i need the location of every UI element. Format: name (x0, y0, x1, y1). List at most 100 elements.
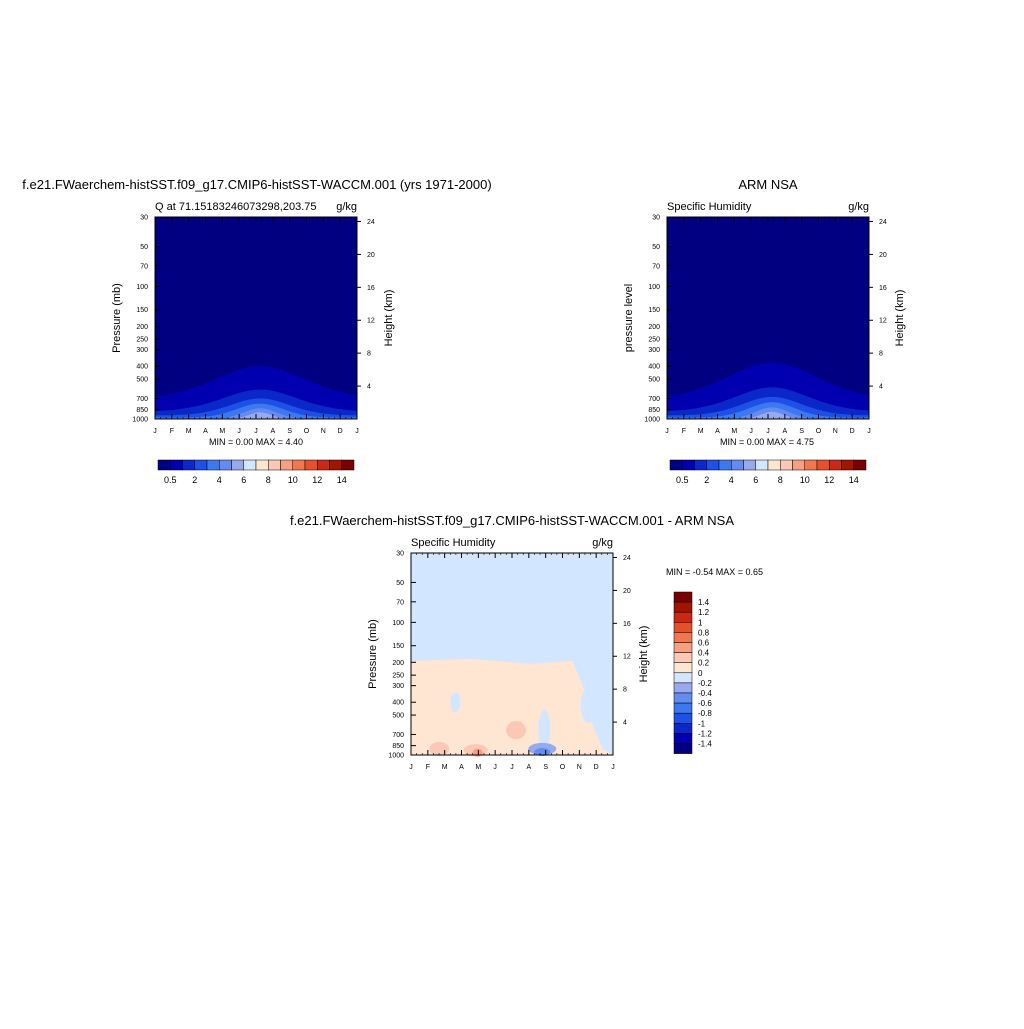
colorbar-label: 6 (241, 475, 246, 485)
y-tick-label: 250 (392, 673, 404, 680)
y-tick-label: 150 (648, 307, 660, 314)
colorbar-label: -1 (698, 719, 706, 728)
colorbar-cell (731, 459, 744, 471)
colorbar-label: 0.5 (164, 475, 177, 485)
y-tick-label: 70 (396, 599, 404, 606)
colorbar-cell (673, 672, 693, 684)
panel2-subtitle-right: g/kg (848, 201, 869, 213)
y-right-tick-label: 24 (879, 219, 887, 226)
y-tick-label: 850 (392, 743, 404, 750)
diff-patch (534, 748, 551, 757)
y-tick-label: 1000 (644, 417, 660, 424)
y-tick-label: 100 (392, 620, 404, 627)
colorbar-cell (673, 652, 693, 663)
colorbar-label: 0.8 (698, 628, 710, 637)
colorbar-cell (673, 712, 693, 724)
x-tick-label: J (510, 764, 514, 771)
colorbar-label: 8 (266, 475, 271, 485)
x-tick-label: A (526, 764, 531, 771)
x-tick-label: M (698, 428, 704, 435)
colorbar-label: -0.6 (698, 699, 712, 708)
panel3-ylabel: Pressure (mb) (367, 619, 379, 689)
panel1-ylabel: Pressure (mb) (111, 283, 123, 353)
y-tick-label: 500 (392, 713, 404, 720)
colorbar-cell (673, 743, 693, 754)
difference-panel: f.e21.FWaerchem-histSST.f09_g17.CMIP6-hi… (290, 513, 763, 771)
obs-q-panel: ARM NSA Specific Humidity g/kg pressure … (623, 177, 906, 485)
y-right-tick-label: 12 (879, 318, 887, 325)
colorbar-label: 2 (704, 475, 709, 485)
colorbar-cell (706, 459, 720, 471)
colorbar-cell (673, 601, 693, 613)
x-tick-label: M (219, 428, 225, 435)
x-tick-label: S (543, 764, 548, 771)
y-tick-label: 250 (648, 337, 660, 344)
y-right-tick-label: 4 (623, 720, 627, 727)
panel2-ylabel-right: Height (km) (894, 290, 906, 347)
x-tick-label: M (731, 428, 737, 435)
y-tick-label: 50 (140, 244, 148, 251)
x-tick-label: A (203, 428, 208, 435)
y-tick-label: 1000 (132, 417, 148, 424)
colorbar-cell (673, 611, 693, 623)
field (411, 553, 613, 757)
colorbar-cell (341, 459, 355, 471)
colorbar-cell (755, 459, 769, 471)
x-tick-label: O (560, 764, 566, 771)
colorbar-label: 1.4 (698, 598, 710, 607)
y-right-tick-label: 24 (623, 555, 631, 562)
colorbar-label: 0.2 (698, 659, 710, 668)
panel1-ylabel-right: Height (km) (383, 290, 395, 347)
y-tick-label: 150 (392, 643, 404, 650)
panel3-ylabel-right: Height (km) (638, 626, 650, 683)
diff-patch (450, 692, 461, 713)
x-tick-label: J (766, 428, 770, 435)
colorbar-label: 1 (698, 618, 703, 627)
y-right-tick-label: 8 (367, 351, 371, 358)
panel1-colorbar: 0.5 2 4 6 8 10 12 14 (157, 459, 355, 485)
y-right-tick-label: 4 (367, 384, 371, 391)
colorbar-cell (804, 459, 818, 471)
colorbar-label: -0.2 (698, 679, 712, 688)
colorbar-cell (841, 459, 854, 471)
x-tick-label: J (355, 428, 359, 435)
y-right-tick-label: 4 (879, 384, 883, 391)
panel3-stats: MIN = -0.54 MAX = 0.65 (666, 567, 763, 577)
colorbar-label: -1.4 (698, 740, 712, 749)
colorbar-cell (743, 459, 756, 471)
diff-patch (580, 687, 597, 724)
colorbar-cell (329, 459, 342, 471)
colorbar-cell (304, 459, 318, 471)
panel3-colorbar: 1.41.210.80.60.40.20-0.2-0.4-0.6-0.8-1-1… (673, 591, 712, 754)
panel2-colorbar: 0.5 2 4 6 8 10 12 14 (669, 459, 867, 485)
y-tick-label: 70 (140, 263, 148, 270)
x-tick-label: A (459, 764, 464, 771)
y-tick-label: 200 (648, 324, 660, 331)
y-tick-label: 50 (396, 580, 404, 587)
x-tick-label: D (850, 428, 855, 435)
x-tick-label: J (611, 764, 615, 771)
x-tick-label: A (270, 428, 275, 435)
y-right-tick-label: 12 (367, 318, 375, 325)
colorbar-cell (243, 459, 257, 471)
y-right-tick-label: 16 (623, 621, 631, 628)
y-tick-label: 850 (136, 407, 148, 414)
x-tick-label: J (749, 428, 753, 435)
y-tick-label: 30 (140, 215, 148, 222)
panel2-stats: MIN = 0.00 MAX = 4.75 (720, 437, 814, 447)
colorbar-cell (194, 459, 208, 471)
y-tick-label: 200 (392, 660, 404, 667)
colorbar-label: 14 (337, 475, 347, 485)
panel3-subtitle-left: Specific Humidity (411, 537, 496, 549)
colorbar-cell (255, 459, 269, 471)
y-tick-label: 300 (392, 683, 404, 690)
model-q-panel: f.e21.FWaerchem-histSST.f09_g17.CMIP6-hi… (22, 177, 491, 485)
colorbar-cell (694, 459, 707, 471)
colorbar-cell (231, 459, 244, 471)
colorbar-cell (219, 459, 232, 471)
diff-patch (506, 721, 527, 740)
x-tick-label: O (304, 428, 310, 435)
y-tick-label: 500 (136, 377, 148, 384)
panel1-title: f.e21.FWaerchem-histSST.f09_g17.CMIP6-hi… (22, 177, 491, 192)
